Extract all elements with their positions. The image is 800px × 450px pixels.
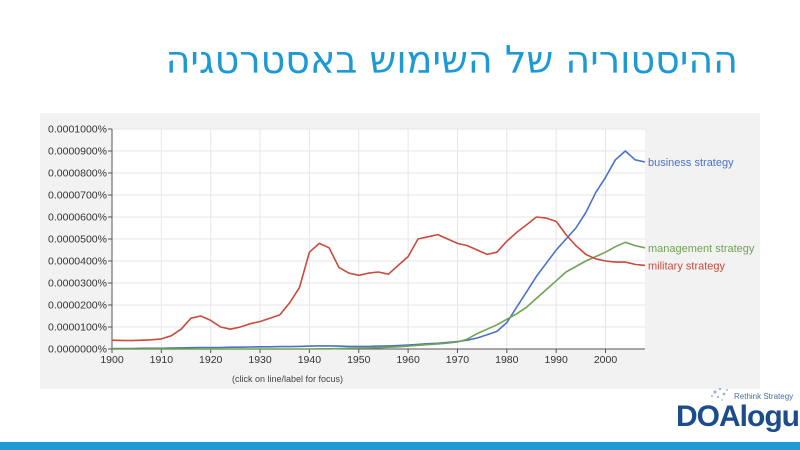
legend-label-military-strategy[interactable]: military strategy: [648, 260, 726, 272]
x-tick-label: 1930: [248, 354, 272, 366]
x-tick-label: 1950: [347, 354, 371, 366]
y-tick-label: 0.0000200%: [48, 300, 107, 312]
y-tick-label: 0.0001000%: [48, 124, 107, 136]
x-tick-label: 1910: [150, 354, 174, 366]
y-tick-label: 0.0000900%: [48, 146, 107, 158]
x-tick-label: 1920: [199, 354, 223, 366]
chart-focus-hint: (click on line/label for focus): [232, 374, 344, 384]
y-tick-label: 0.0000400%: [48, 256, 107, 268]
legend-label-business-strategy[interactable]: business strategy: [648, 157, 734, 169]
logo-tagline: Rethink Strategy: [734, 392, 794, 401]
ngram-line-chart[interactable]: 0.0000000% 0.0000100% 0.0000200% 0.0000300%…: [40, 113, 760, 389]
x-tick-label: 1970: [446, 354, 470, 366]
y-tick-label: 0.0000500%: [48, 234, 107, 246]
legend-label-management-strategy[interactable]: management strategy: [648, 243, 755, 255]
x-tick-label: 1980: [495, 354, 519, 366]
footer-bar: [0, 442, 800, 450]
logo-wordmark: DOAlogue: [676, 400, 800, 433]
ngram-chart-panel: 0.0000000% 0.0000100% 0.0000200% 0.0000300%…: [40, 113, 760, 389]
y-tick-label: 0.0000800%: [48, 168, 107, 180]
y-tick-label: 0.0000100%: [48, 322, 107, 334]
doalogue-logo: [711, 387, 728, 401]
x-tick-label: 1940: [298, 354, 322, 366]
x-tick-label: 1900: [100, 354, 124, 366]
logo-sparkle-icon: [711, 387, 728, 401]
y-tick-label: 0.0000300%: [48, 278, 107, 290]
slide-title: ההיסטוריה של השימוש באסטרטגיה: [165, 38, 738, 82]
x-tick-label: 1990: [544, 354, 568, 366]
y-tick-label: 0.0000700%: [48, 190, 107, 202]
x-tick-label: 1960: [396, 354, 420, 366]
x-tick-label: 2000: [594, 354, 618, 366]
series-line-business-strategy: [112, 150, 646, 350]
y-tick-label: 0.0000600%: [48, 212, 107, 224]
y-tick-label: 0.0000000%: [48, 344, 107, 356]
series-line-military-strategy: [111, 216, 646, 342]
series-line-management-strategy: [112, 241, 646, 350]
